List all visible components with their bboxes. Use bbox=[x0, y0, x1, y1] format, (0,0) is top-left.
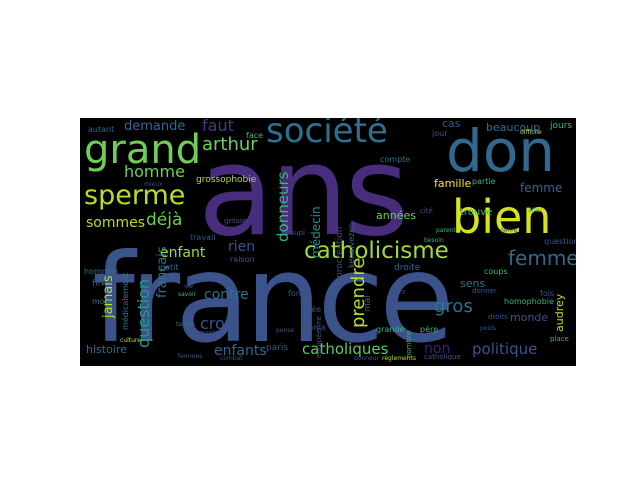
word-donner: donner bbox=[472, 287, 497, 295]
word-genre: genre bbox=[500, 227, 518, 234]
word-france: france bbox=[92, 228, 454, 366]
word-donneur: donneur bbox=[354, 355, 380, 362]
word-faut: faut bbox=[202, 118, 234, 135]
word-jour: jour bbox=[432, 129, 448, 138]
word-poids: poids bbox=[480, 325, 497, 332]
word-cite: cité bbox=[420, 207, 433, 215]
word-enfants: enfants bbox=[214, 343, 267, 359]
word-mieux: mieux bbox=[144, 181, 163, 188]
word-cas: cas bbox=[442, 118, 461, 130]
word-ainsi: ainsi bbox=[528, 207, 542, 214]
word-savoir: savoir bbox=[178, 291, 197, 298]
word-couples: couples bbox=[196, 329, 223, 337]
word-medicalement: médicalement bbox=[121, 272, 130, 330]
word-fin: fin bbox=[92, 279, 104, 289]
word-crois: crois bbox=[200, 314, 238, 333]
word-contre: contre bbox=[204, 287, 249, 303]
word-point: point bbox=[390, 289, 406, 296]
word-partie: partie bbox=[472, 177, 496, 186]
word-kenalvezen: kenalvezen bbox=[347, 222, 356, 268]
word-bien: bien bbox=[452, 190, 552, 244]
word-rien: rien bbox=[228, 239, 256, 255]
word-pense: pense bbox=[276, 327, 295, 334]
word-jours: jours bbox=[550, 121, 573, 131]
word-droite: droite bbox=[394, 263, 421, 273]
word-europeenne: européenne bbox=[315, 316, 323, 358]
word-don: don bbox=[446, 118, 556, 185]
word-besoin: besoin bbox=[424, 237, 444, 244]
word-audrey: histoire bbox=[86, 343, 127, 356]
word-cloud: ans france don bien société grand sperme… bbox=[80, 118, 576, 366]
word-place: place bbox=[550, 335, 569, 343]
word-procreation: procréation bbox=[335, 226, 345, 278]
word-prendre: prendre bbox=[348, 257, 369, 328]
word-sommes: sommes bbox=[86, 215, 146, 231]
word-politique: politique bbox=[472, 340, 538, 358]
word-questions: questions bbox=[544, 237, 576, 246]
word-pere: père bbox=[420, 325, 439, 334]
word-culture: culture bbox=[120, 337, 141, 344]
word-face: face bbox=[246, 131, 264, 140]
word-droits: droits bbox=[488, 313, 508, 321]
word-coups: coups bbox=[484, 267, 508, 276]
word-grand: grand bbox=[84, 127, 202, 173]
word-societe: société bbox=[266, 118, 388, 151]
word-trouve: trouve bbox=[460, 207, 493, 218]
word-catholique: catholique bbox=[424, 353, 461, 361]
word-fois: fois bbox=[540, 289, 555, 298]
word-temps: temps bbox=[176, 321, 195, 328]
word-homophobie: homophobie bbox=[504, 297, 554, 306]
word-gros: gros bbox=[434, 296, 473, 317]
word-deja: déjà bbox=[146, 210, 183, 230]
word-medecin: médecin bbox=[309, 206, 323, 258]
word-raison: raison bbox=[230, 255, 255, 264]
word-hommes: hommes bbox=[84, 267, 119, 276]
word-mois: mois bbox=[92, 297, 112, 306]
word-coupl: coupl bbox=[286, 229, 305, 237]
word-petit: petit bbox=[160, 263, 179, 272]
word-femme: femme bbox=[520, 181, 563, 195]
word-nombre: nombre bbox=[405, 330, 413, 358]
word-grande: grande bbox=[376, 325, 405, 334]
word-mal: mal bbox=[363, 295, 373, 312]
word-homme: homme bbox=[124, 162, 185, 181]
word-autant: autant bbox=[88, 125, 115, 134]
word-beaucoup: beaucoup bbox=[486, 121, 541, 134]
word-histoire: audrey bbox=[553, 293, 566, 332]
word-vie: vie bbox=[184, 283, 193, 290]
word-compte: compte bbox=[380, 155, 411, 164]
word-sens: sens bbox=[460, 277, 486, 290]
word-grossophobie: grossophobie bbox=[196, 175, 257, 185]
word-demande: demande bbox=[124, 119, 186, 134]
word-ans: ans bbox=[198, 120, 409, 264]
word-paris: paris bbox=[266, 343, 289, 353]
word-enfant: enfant bbox=[160, 245, 206, 261]
word-combat: combat bbox=[220, 355, 243, 362]
word-monde: monde bbox=[510, 311, 549, 324]
word-reglements: règlements bbox=[382, 355, 417, 362]
word-grosse: grosse bbox=[224, 217, 248, 225]
word-francais: français bbox=[155, 246, 170, 298]
word-catholicisme: catholicisme bbox=[304, 238, 449, 264]
word-annees: années bbox=[376, 209, 416, 222]
word-pma: pma bbox=[308, 323, 326, 332]
word-non: non bbox=[424, 341, 451, 357]
word-force: force bbox=[288, 289, 309, 298]
word-femmes: femmes bbox=[508, 246, 576, 270]
word-sperme: sperme bbox=[84, 180, 186, 211]
word-famille: famille bbox=[434, 177, 472, 190]
word-travail: travail bbox=[190, 233, 216, 242]
word-catholiques: catholiques bbox=[302, 340, 389, 358]
word-arthur: arthur bbox=[202, 134, 258, 155]
word-idee: idée bbox=[304, 305, 322, 314]
word-parent: parent bbox=[436, 227, 456, 234]
word-difficile: difficile bbox=[520, 129, 542, 136]
word-femmes-small: femmes bbox=[178, 353, 203, 360]
